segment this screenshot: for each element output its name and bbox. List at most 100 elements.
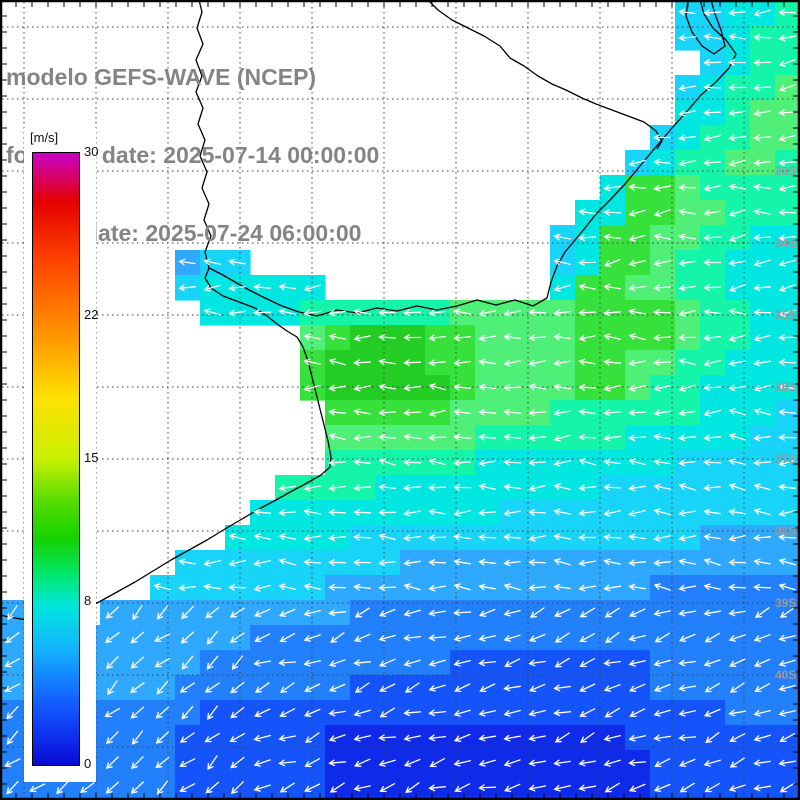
wind-arrow	[703, 59, 722, 66]
wind-arrow	[180, 631, 195, 644]
wind-arrow	[753, 709, 771, 717]
wind-arrow	[553, 709, 572, 717]
wind-arrow	[378, 309, 397, 316]
wind-arrow	[753, 384, 771, 392]
wind-arrow	[353, 784, 371, 792]
coastline-layer	[0, 0, 737, 623]
wind-arrow	[206, 655, 219, 670]
wind-arrow	[528, 334, 547, 342]
wind-arrow	[704, 632, 720, 643]
wind-arrow	[303, 609, 321, 617]
wind-arrow	[728, 209, 746, 217]
wind-arrow	[753, 483, 771, 491]
wind-arrow	[579, 633, 596, 643]
wind-arrow	[653, 384, 671, 392]
wind-arrow	[503, 709, 521, 717]
wind-arrow	[479, 683, 496, 693]
wind-arrow	[278, 308, 296, 316]
wind-arrow	[478, 583, 497, 591]
wind-arrow	[478, 459, 497, 467]
wind-arrow	[154, 633, 171, 643]
wind-arrow	[230, 706, 245, 719]
wind-arrow	[304, 783, 321, 793]
wind-arrow	[678, 183, 697, 191]
wind-arrow	[703, 583, 721, 591]
wind-arrow	[703, 508, 722, 516]
wind-arrow	[328, 659, 346, 667]
wind-arrow	[303, 659, 321, 667]
wind-arrow	[653, 458, 672, 466]
wind-arrow	[678, 509, 697, 517]
wind-arrow	[206, 630, 219, 645]
wind-arrow	[778, 583, 796, 591]
wind-arrow	[778, 533, 797, 541]
wind-arrow	[678, 633, 696, 642]
wind-arrow	[728, 433, 746, 441]
wind-arrow	[178, 584, 197, 592]
wind-arrow	[703, 434, 722, 442]
colorbar-tick-label: 30	[84, 144, 99, 159]
wind-arrow	[553, 483, 571, 491]
wind-arrow	[328, 683, 346, 692]
wind-arrow	[653, 158, 672, 166]
wind-arrow	[629, 683, 646, 692]
wind-arrow	[653, 359, 672, 366]
wind-arrow	[653, 209, 671, 217]
wind-arrow	[205, 606, 220, 619]
wind-arrow	[503, 309, 521, 317]
wind-arrow	[107, 680, 118, 696]
wind-arrow	[578, 358, 597, 366]
wind-arrow	[478, 358, 497, 366]
wind-arrow	[228, 533, 246, 541]
colorbar: [m/s] 30 22 15 8 0	[24, 128, 99, 782]
wind-arrow	[603, 509, 621, 517]
wind-arrow	[779, 607, 795, 618]
wind-arrow	[628, 308, 647, 316]
wind-arrow	[328, 559, 347, 566]
wind-arrow	[728, 134, 747, 142]
wind-arrow	[303, 534, 322, 542]
wind-arrow	[678, 284, 697, 292]
wind-arrow	[181, 655, 194, 670]
wind-arrow	[603, 458, 622, 466]
wind-arrow	[179, 732, 195, 743]
wind-arrow	[353, 734, 371, 742]
wind-arrow	[104, 707, 121, 718]
wind-arrow	[529, 607, 545, 618]
wind-arrow	[778, 34, 797, 42]
wind-arrow	[154, 657, 171, 668]
wind-arrow	[753, 259, 771, 267]
wind-arrow	[703, 334, 722, 342]
wind-arrow	[603, 483, 622, 491]
arrow-layer	[4, 8, 797, 795]
wind-arrow	[253, 559, 271, 567]
wind-arrow	[106, 656, 119, 670]
wind-arrow	[753, 434, 772, 442]
wind-arrow	[603, 533, 622, 541]
wind-arrow	[203, 559, 221, 567]
wind-arrow	[428, 784, 447, 792]
wind-arrow	[179, 682, 195, 693]
wind-arrow	[478, 533, 497, 541]
wind-arrow	[253, 283, 272, 291]
wind-arrow	[353, 709, 371, 717]
wind-arrow	[553, 784, 571, 792]
wind-arrow	[528, 508, 547, 516]
wind-arrow	[279, 632, 296, 643]
wind-arrow	[403, 484, 422, 492]
wind-arrow	[779, 782, 795, 793]
wind-arrow	[778, 59, 796, 67]
wind-arrow	[503, 384, 522, 392]
wind-arrow	[428, 508, 447, 516]
wind-arrow	[428, 458, 446, 466]
wind-arrow	[328, 734, 346, 742]
wind-arrow	[328, 709, 347, 717]
wind-arrow	[628, 234, 646, 242]
wind-arrow	[378, 608, 396, 617]
wind-arrow	[579, 732, 595, 743]
wind-arrow	[753, 558, 772, 566]
wind-arrow	[753, 583, 772, 591]
wind-arrow	[378, 433, 397, 441]
wind-arrow	[728, 359, 747, 367]
